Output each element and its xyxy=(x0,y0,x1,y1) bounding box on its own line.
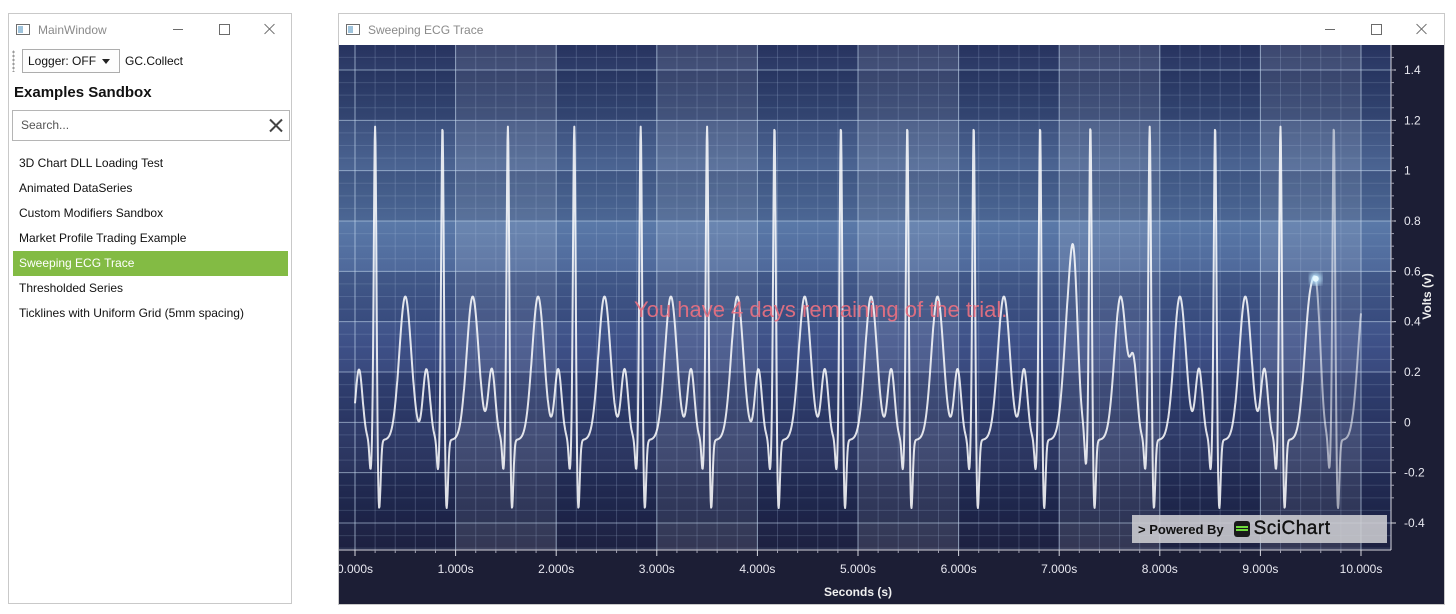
y-grid-band xyxy=(339,70,1391,121)
y-tick-label: 0.4 xyxy=(1404,315,1421,329)
ecg-series-line xyxy=(354,125,1317,509)
x-tick-label: 1.000s xyxy=(438,562,474,576)
x-tick-label: 9.000s xyxy=(1242,562,1278,576)
chart-window-title: Sweeping ECG Trace xyxy=(368,22,484,37)
close-icon xyxy=(1416,23,1428,35)
list-item[interactable]: Sweeping ECG Trace xyxy=(13,251,288,276)
y-tick-label: 0.2 xyxy=(1404,365,1421,379)
y-tick-label: 1.2 xyxy=(1404,113,1421,127)
search-box xyxy=(12,110,290,141)
toolbar-grip-icon[interactable] xyxy=(12,49,15,72)
x-tick-label: 4.000s xyxy=(739,562,775,576)
powered-by-badge[interactable]: > Powered By SciChart xyxy=(1132,515,1387,543)
list-item[interactable]: Thresholded Series xyxy=(19,281,124,295)
x-tick-label: 3.000s xyxy=(639,562,675,576)
ecg-chart-svg: 1.4 1.2 1 0.8 0.6 0.4 0.2 0 -0.2 -0.4 Volts (v) 0.0… xyxy=(339,45,1444,604)
list-item[interactable]: Animated DataSeries xyxy=(19,181,133,195)
scichart-logo-text: SciChart xyxy=(1253,518,1331,539)
y-tick-label: -0.2 xyxy=(1404,466,1425,480)
list-item[interactable]: Custom Modifiers Sandbox xyxy=(19,206,164,220)
y-tick-label: -0.4 xyxy=(1404,516,1425,530)
chart-window: Sweeping ECG Trace 1.4 1.2 1 0.8 0.6 0.4 0.2 0 -… xyxy=(338,13,1445,605)
x-axis-title: Seconds (s) xyxy=(824,585,892,599)
search-input[interactable] xyxy=(19,117,263,133)
x-tick-label: 7.000s xyxy=(1041,562,1077,576)
minimize-icon xyxy=(1325,28,1335,30)
trial-watermark: You have 4 days remaining of the trial. xyxy=(634,297,1008,322)
main-window: MainWindow Logger: OFF GC.Collect Exampl… xyxy=(8,13,292,604)
clear-search-icon[interactable] xyxy=(269,119,282,132)
minimize-button[interactable] xyxy=(1307,14,1353,44)
x-tick-label: 5.000s xyxy=(840,562,876,576)
maximize-icon xyxy=(218,23,230,35)
ecg-series-line-old xyxy=(1314,128,1362,509)
list-item[interactable]: Ticklines with Uniform Grid (5mm spacing… xyxy=(19,306,244,320)
x-tick-label: 8.000s xyxy=(1142,562,1178,576)
toolbar: Logger: OFF GC.Collect xyxy=(9,47,291,74)
x-tick-label: 2.000s xyxy=(538,562,574,576)
chevron-down-icon xyxy=(102,58,110,64)
maximize-button[interactable] xyxy=(201,14,247,44)
minimize-icon xyxy=(173,28,183,30)
y-tick-label: 0.8 xyxy=(1404,214,1421,228)
minimize-button[interactable] xyxy=(155,14,201,44)
sweep-head-point xyxy=(1312,275,1319,282)
y-tick-label: 1.4 xyxy=(1404,63,1421,77)
chart-window-titlebar: Sweeping ECG Trace xyxy=(339,14,1444,45)
y-tick-label: 0.6 xyxy=(1404,264,1421,278)
y-tick-label: 0 xyxy=(1404,415,1411,429)
close-button[interactable] xyxy=(1399,14,1445,44)
page-title: Examples Sandbox xyxy=(14,84,152,101)
y-tick-label: 1 xyxy=(1404,164,1411,178)
scichart-logo-icon xyxy=(1233,521,1250,537)
list-item[interactable]: Market Profile Trading Example xyxy=(19,231,187,245)
main-window-title: MainWindow xyxy=(38,22,107,37)
main-window-titlebar: MainWindow xyxy=(9,14,291,45)
x-tick-label: 0.000s xyxy=(339,562,373,576)
examples-list: 3D Chart DLL Loading Test Animated DataSe… xyxy=(13,151,288,326)
gc-collect-button[interactable]: GC.Collect xyxy=(125,53,184,68)
window-app-icon xyxy=(346,24,360,35)
x-tick-label: 10.000s xyxy=(1340,562,1383,576)
powered-by-label: > Powered By xyxy=(1138,521,1224,537)
close-icon xyxy=(264,23,276,35)
y-axis-title: Volts (v) xyxy=(1420,273,1434,319)
y-grid-band xyxy=(339,372,1391,423)
maximize-button[interactable] xyxy=(1353,14,1399,44)
logger-dropdown[interactable]: Logger: OFF xyxy=(22,48,120,73)
x-tick-label: 6.000s xyxy=(941,562,977,576)
logger-dropdown-value: Logger: OFF xyxy=(28,53,97,68)
ecg-chart[interactable]: 1.4 1.2 1 0.8 0.6 0.4 0.2 0 -0.2 -0.4 Volts (v) 0.0… xyxy=(339,45,1444,604)
close-button[interactable] xyxy=(247,14,293,44)
window-app-icon xyxy=(16,24,30,35)
list-item[interactable]: 3D Chart DLL Loading Test xyxy=(19,156,164,170)
maximize-icon xyxy=(1370,23,1382,35)
